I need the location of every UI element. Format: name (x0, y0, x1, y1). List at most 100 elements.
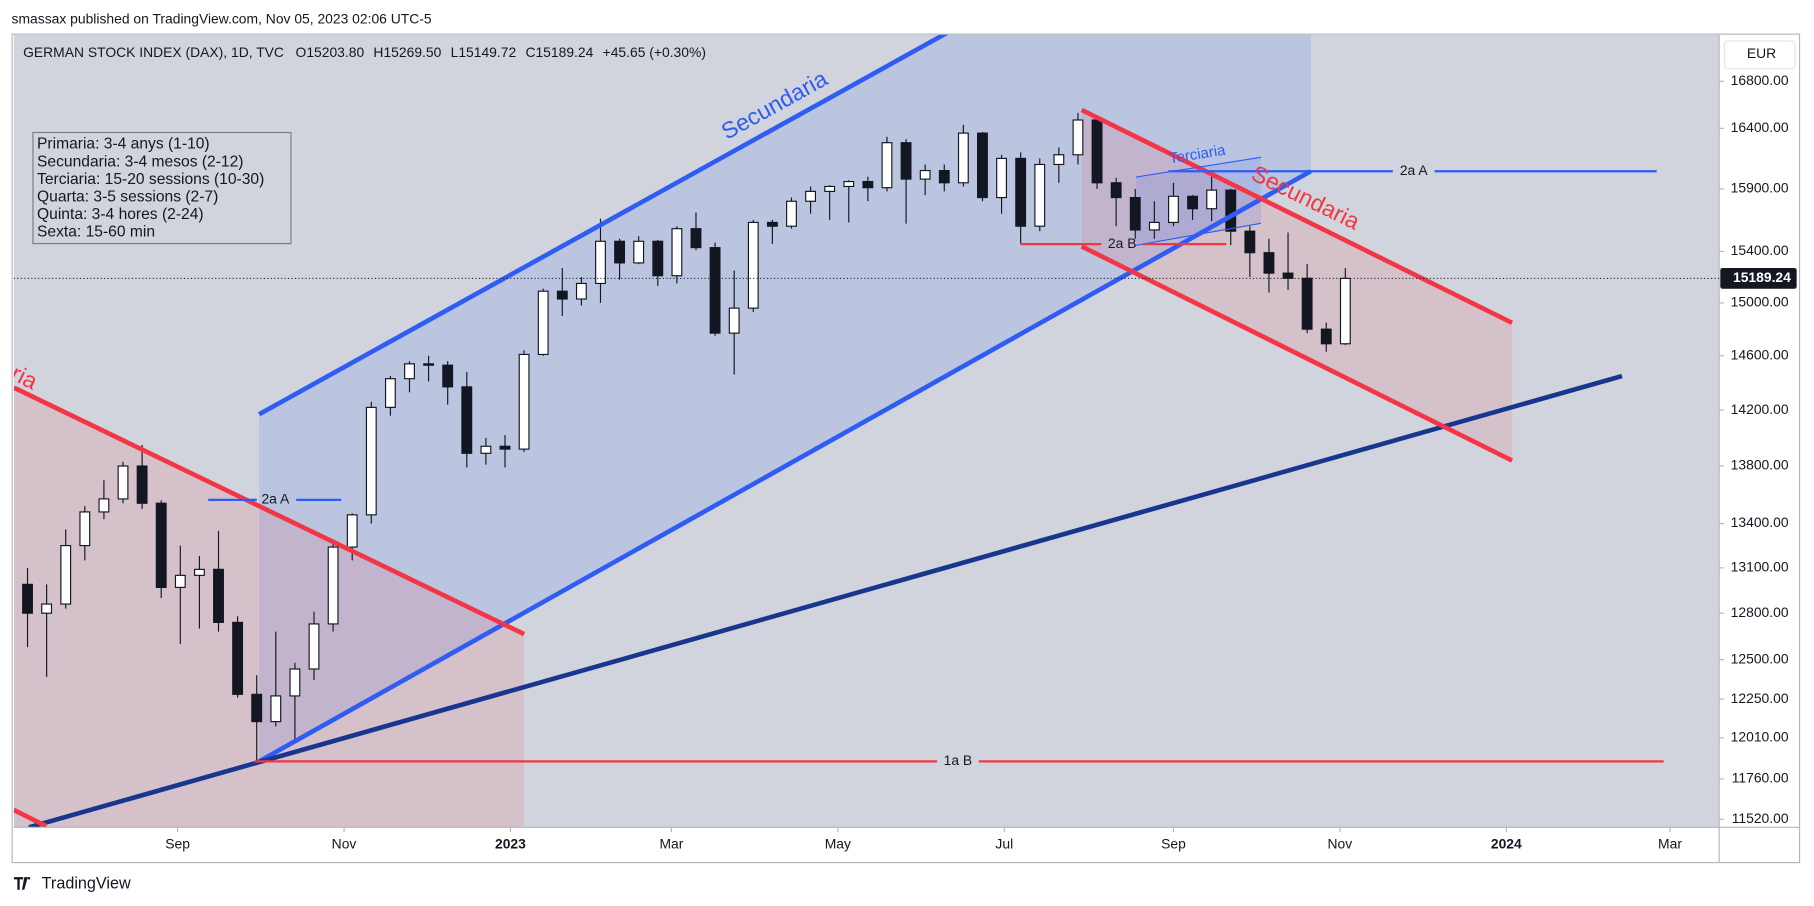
legend-value: O15203.80 (296, 44, 365, 60)
candle-body (480, 445, 492, 454)
candle-body (1015, 157, 1027, 227)
x-tick-label: 2023 (495, 835, 526, 851)
candle-body (1244, 230, 1256, 254)
candle-body (404, 363, 415, 380)
candle-body (900, 142, 912, 180)
y-tick-label: 12250.00 (1731, 690, 1789, 706)
x-tick-label: Mar (659, 835, 683, 851)
candle-body (1110, 182, 1122, 199)
y-tick-label: 13100.00 (1731, 559, 1789, 575)
info-line: Sexta: 15-60 min (37, 224, 155, 241)
candle-body (1263, 252, 1275, 274)
candle-body (996, 157, 1008, 199)
last-price-tag (1720, 267, 1797, 289)
candle-body (786, 200, 797, 227)
candle-body (595, 240, 606, 285)
x-tick-label: Sep (1161, 835, 1186, 851)
candle-body (1053, 154, 1065, 166)
level-label: 2a A (261, 491, 290, 507)
trendline (258, 34, 949, 417)
candle-body (213, 568, 224, 623)
candle-body (652, 240, 664, 277)
candle-body (881, 142, 893, 189)
candle-body (633, 240, 645, 264)
legend-value: C15189.24 (525, 44, 593, 60)
candle-body (384, 378, 396, 408)
footer-text: TradingView (42, 874, 131, 892)
candle-body (232, 621, 244, 695)
candle-body (1225, 189, 1237, 232)
candle-body (728, 307, 740, 334)
candle-body (60, 545, 72, 605)
x-tick-label: Sep (165, 835, 190, 851)
info-line: Secundaria: 3-4 mesos (2-12) (37, 153, 243, 170)
legend-value: +45.65 (+0.30%) (603, 44, 706, 60)
currency[interactable]: EUR (1747, 45, 1776, 61)
info-line: Terciaria: 15-20 sessions (10-30) (37, 171, 264, 188)
candle-body (1168, 195, 1179, 224)
candle-body (690, 228, 702, 249)
candle-body (136, 465, 148, 504)
candle-body (556, 290, 568, 300)
y-tick-label: 14600.00 (1731, 346, 1789, 362)
publisher: smassax published on TradingView.com, No… (12, 10, 432, 26)
y-tick-label: 12800.00 (1731, 604, 1789, 620)
y-tick-label: 11520.00 (1732, 810, 1789, 826)
x-tick-label: 2024 (1491, 835, 1522, 851)
candle-body (193, 568, 205, 576)
legend: GERMAN STOCK INDEX (DAX), 1D, TVC O15203.… (23, 44, 706, 60)
level-label: 2a A (1400, 162, 1429, 178)
candle-body (766, 221, 778, 227)
candle-body (862, 180, 874, 189)
candle-body (174, 574, 186, 588)
candle-body (919, 169, 931, 180)
candle-body (747, 221, 759, 309)
candle-body (537, 290, 549, 356)
candle-body (671, 228, 683, 277)
candle-body (79, 511, 91, 547)
candle-body (155, 502, 167, 588)
y-tick-label: 16800.00 (1731, 72, 1789, 88)
y-tick-label: 15400.00 (1731, 242, 1789, 258)
y-tick-label: 15900.00 (1731, 180, 1789, 196)
legend-symbol: GERMAN STOCK INDEX (DAX), 1D, TVC (23, 44, 284, 60)
last-price-label: 15189.24 (1733, 269, 1791, 285)
trendline (13, 385, 526, 637)
candle-body (365, 406, 377, 516)
candle-body (575, 282, 587, 300)
y-tick-label: 14200.00 (1731, 401, 1789, 417)
currency-button[interactable] (1723, 40, 1796, 70)
candle-body (1072, 119, 1084, 156)
candle-body (327, 546, 339, 625)
trendline (28, 373, 1623, 828)
trendline (1135, 222, 1262, 246)
trendlines: 2a A 2a A 2a B 1a B Secundaria Secundari… (13, 34, 1664, 828)
info-lines: Primaria: 3-4 anys (1-10)Secundaria: 3-4… (37, 136, 264, 241)
trendline (1080, 107, 1514, 325)
channel-fill (259, 34, 1311, 762)
candle-body (499, 445, 511, 450)
candle-body (117, 465, 129, 500)
candle-body (423, 363, 435, 366)
level-label: 1a B (944, 752, 973, 768)
candle-body (938, 169, 950, 184)
trendline (1135, 156, 1262, 178)
candle-body (251, 693, 263, 723)
footer-logo: TradingView (13, 874, 131, 892)
candle-body (1282, 272, 1294, 279)
candle-body (843, 180, 855, 188)
candle-body (1148, 221, 1160, 231)
candle-body (270, 695, 282, 723)
candle-body (1339, 277, 1351, 345)
y-tick-label: 16400.00 (1731, 119, 1789, 135)
y-tick-label: 13400.00 (1731, 514, 1789, 530)
legend-value: L15149.72 (451, 44, 517, 60)
x-tick-label: Nov (332, 835, 357, 851)
candle-body (41, 603, 53, 614)
info-line: Quinta: 3-4 hores (2-24) (37, 206, 204, 223)
x-tick-label: Nov (1328, 835, 1353, 851)
candle-body (977, 132, 988, 199)
candle-body (824, 185, 836, 192)
